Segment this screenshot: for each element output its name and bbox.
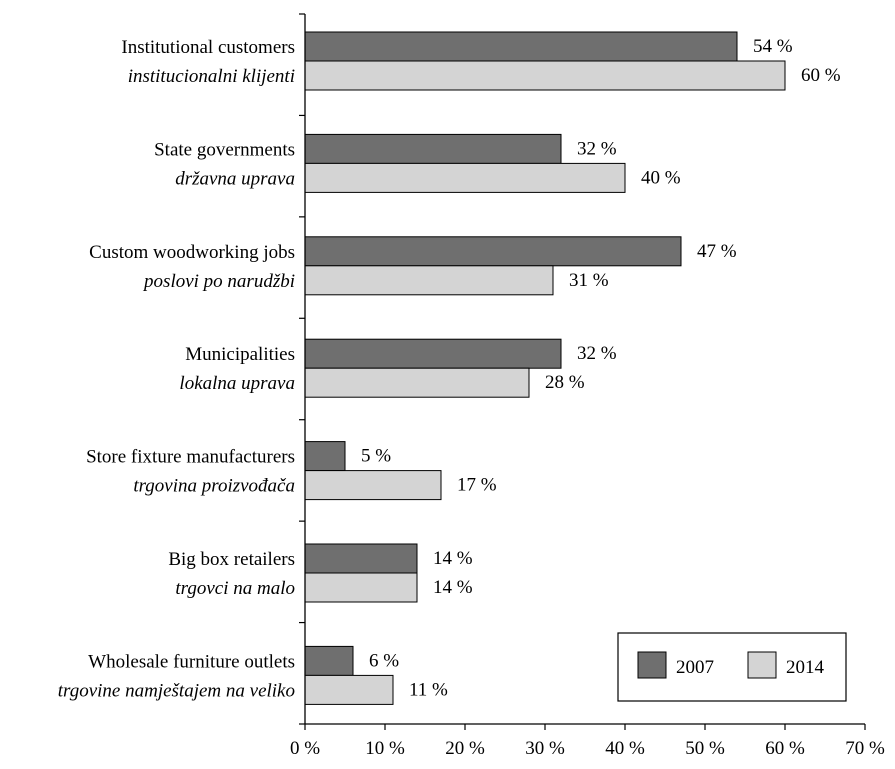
x-tick-label: 0 % — [290, 738, 320, 759]
category-label-hr: trgovci na malo — [175, 578, 295, 599]
bar-2007 — [304, 338, 562, 369]
x-tick-label: 50 % — [685, 738, 725, 759]
x-tick-label: 30 % — [525, 738, 565, 759]
category-label-hr: trgovina proizvođača — [133, 476, 295, 497]
category-label-en: Store fixture manufacturers — [86, 447, 295, 468]
value-label-2014: 60 % — [801, 65, 841, 86]
bar-2007 — [304, 31, 738, 62]
category-labels: Institutional customers institucionalni k… — [58, 37, 295, 701]
category-label-hr: lokalna uprava — [179, 373, 295, 394]
bar-2014 — [304, 162, 626, 193]
x-tick-label: 40 % — [605, 738, 645, 759]
category-label-hr: trgovine namještajem na veliko — [58, 680, 295, 701]
value-label-2007: 47 % — [697, 241, 737, 262]
value-label-2014: 14 % — [433, 577, 473, 598]
legend-swatch-2014 — [747, 651, 777, 679]
bar-2014 — [304, 572, 418, 603]
x-tick-label: 20 % — [445, 738, 485, 759]
bar-2014 — [304, 470, 442, 501]
bar-2007 — [304, 645, 354, 676]
category-label-en: Wholesale furniture outlets — [88, 651, 295, 672]
value-label-2014: 40 % — [641, 167, 681, 188]
legend-swatch-2007 — [637, 651, 667, 679]
value-label-2007: 5 % — [361, 446, 391, 467]
legend-label-2007: 2007 — [676, 657, 714, 678]
value-labels: 54 % 60 % 32 % 40 % 47 % 31 % 32 % 28 % 5 % 17 % 1… — [361, 36, 841, 700]
value-label-2007: 32 % — [577, 343, 617, 364]
bar-2014 — [304, 367, 530, 398]
bar-2014 — [304, 674, 394, 705]
x-tick-label: 70 % — [845, 738, 885, 759]
value-label-2007: 6 % — [369, 650, 399, 671]
category-label-hr: državna uprava — [175, 168, 295, 189]
x-tick-label: 10 % — [365, 738, 405, 759]
x-tick-label: 60 % — [765, 738, 805, 759]
category-label-hr: poslovi po narudžbi — [142, 271, 295, 292]
bars — [304, 31, 786, 705]
bar-2007 — [304, 543, 418, 574]
bar-2007 — [304, 441, 346, 472]
category-label-en: Municipalities — [185, 344, 295, 365]
value-label-2007: 14 % — [433, 548, 473, 569]
bar-2007 — [304, 236, 682, 267]
legend: 2007 2014 — [617, 632, 847, 702]
value-label-2014: 28 % — [545, 372, 585, 393]
value-label-2007: 32 % — [577, 138, 617, 159]
value-label-2014: 11 % — [409, 679, 448, 700]
bar-2007 — [304, 133, 562, 164]
value-label-2014: 17 % — [457, 475, 497, 496]
category-label-en: Custom woodworking jobs — [89, 242, 295, 263]
axes: 0 % 10 % 20 % 30 % 40 % 50 % 60 % 70 % — [290, 13, 885, 759]
legend-label-2014: 2014 — [786, 657, 825, 678]
bar-2014 — [304, 265, 554, 296]
category-label-en: Big box retailers — [168, 549, 295, 570]
value-label-2014: 31 % — [569, 270, 609, 291]
bar-2014 — [304, 60, 786, 91]
category-label-en: Institutional customers — [121, 37, 295, 58]
value-label-2007: 54 % — [753, 36, 793, 57]
category-label-en: State governments — [154, 139, 295, 160]
category-label-hr: institucionalni klijenti — [128, 66, 295, 87]
